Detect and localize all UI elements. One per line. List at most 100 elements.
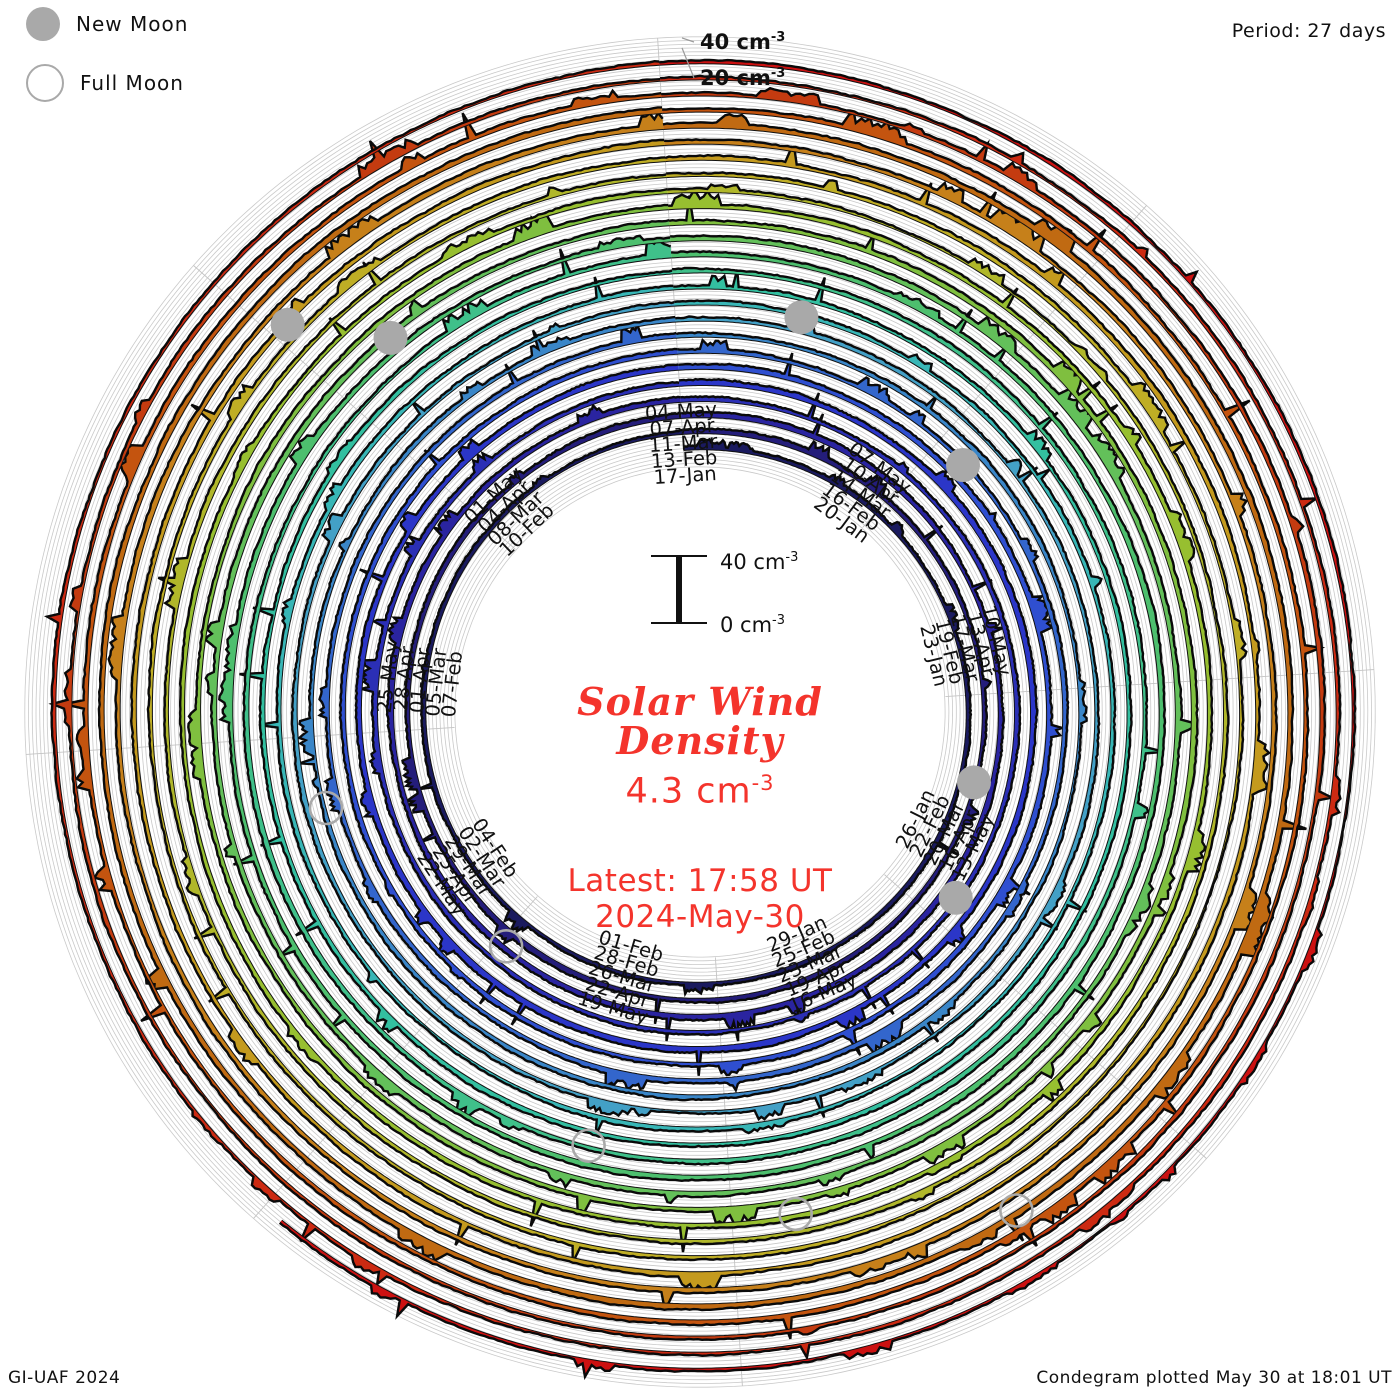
scalebar-high-sup: -3: [785, 550, 799, 565]
latest-date: 2024-May-30: [595, 899, 805, 936]
date-label: 04-May: [644, 398, 717, 425]
spiral-arm-trace: [297, 315, 1088, 1102]
spiral-arm-baseline: [360, 369, 1031, 1047]
spiral-arm-baseline: [409, 417, 983, 999]
footer-credit: GI-UAF 2024: [8, 1368, 121, 1388]
period-label: Period: 27 days: [1231, 20, 1386, 42]
date-label: 13-Feb: [650, 446, 718, 473]
radial-scale-40-sup: -3: [770, 30, 786, 45]
moon-markers-layer: [270, 300, 1034, 1232]
spiral-arm-baseline: [167, 177, 1224, 1240]
date-label: 17-Jan: [653, 462, 717, 489]
spiral-arm-baseline: [103, 112, 1289, 1305]
new-moon-icon: [938, 880, 973, 915]
spiral-arm-trace: [278, 58, 1357, 1381]
scale-leader-line: [681, 47, 695, 79]
scalebar-low-label: 0 cm-3: [720, 613, 785, 637]
center-annotation: 40 cm-3 0 cm-3 Solar Wind Density 4.3 cm…: [430, 545, 970, 935]
spiral-arm-trace: [48, 78, 1336, 1342]
spiral-arm-trace: [97, 106, 1307, 1312]
page-title: Solar Wind Density: [430, 679, 970, 763]
spiral-arm-trace: [218, 234, 1167, 1183]
spiral-arm-trace: [203, 218, 1197, 1205]
spiral-arm-baseline: [344, 353, 1048, 1064]
legend-full-moon-label: Full Moon: [80, 71, 184, 95]
spiral-arm-baseline: [248, 257, 1144, 1160]
title-line-1: Solar Wind: [577, 679, 823, 724]
new-moon-icon: [946, 448, 980, 482]
spiral-arm-baseline: [119, 129, 1273, 1289]
spiral-arm-trace: [417, 428, 973, 998]
spiral-arm-trace: [63, 88, 1326, 1340]
spiral-arms-layer: [43, 58, 1357, 1381]
spiral-arm-baseline: [135, 145, 1257, 1273]
legend-full-moon: Full Moon: [26, 64, 184, 102]
scalebar-high-text: 40 cm: [720, 550, 786, 574]
spiral-arm-trace: [356, 380, 1022, 1037]
scalebar: 40 cm-3 0 cm-3: [430, 545, 970, 645]
scalebar-low-text: 0 cm: [720, 613, 773, 637]
spiral-arm-trace: [43, 59, 1342, 1361]
spiral-arm-trace: [146, 156, 1248, 1264]
scalebar-icon: [651, 555, 707, 624]
legend-new-moon: New Moon: [26, 7, 188, 41]
title-line-2: Density: [616, 717, 784, 763]
current-value-text: 4.3 cm: [625, 771, 752, 812]
spiral-arm-baseline: [281, 63, 1353, 1369]
current-value: 4.3 cm-3: [430, 771, 970, 812]
spiral-arm-trace: [338, 347, 1066, 1077]
new-moon-icon: [373, 320, 408, 355]
spiral-arm-trace: [354, 363, 1039, 1076]
radial-scale-40-label: 40 cm-3: [700, 30, 785, 54]
new-moon-icon: [26, 7, 60, 41]
spiral-arm-baseline: [377, 385, 1015, 1031]
full-moon-icon: [571, 1128, 606, 1163]
spiral-arm-baseline: [232, 241, 1160, 1176]
spiral-arm-baseline: [328, 337, 1064, 1080]
full-moon-icon: [488, 928, 524, 964]
radial-scale-20-text: 20 cm: [700, 66, 771, 90]
full-moon-icon: [308, 790, 344, 826]
new-moon-icon: [957, 765, 991, 800]
spiral-arm-trace: [107, 110, 1279, 1311]
spiral-arm-baseline: [264, 273, 1128, 1144]
spiral-arm-trace: [239, 269, 1133, 1149]
spiral-arm-baseline: [393, 401, 999, 1015]
spiral-arm-trace: [290, 300, 1101, 1122]
spiral-arm-trace: [317, 321, 1070, 1093]
spiral-arm-trace: [187, 195, 1199, 1226]
spiral-arm-baseline: [216, 225, 1176, 1192]
spiral-arm-baseline: [296, 305, 1096, 1112]
spiral-arm-baseline: [184, 193, 1208, 1224]
spiral-arm-trace: [157, 173, 1230, 1246]
spiral-arm-baseline: [87, 96, 1305, 1321]
spiral-arm-baseline: [425, 434, 967, 983]
scale-leader-lines: [681, 37, 695, 79]
spiral-arm-baseline: [200, 209, 1192, 1208]
footer-plotted: Condegram plotted May 30 at 18:01 UT: [1036, 1368, 1392, 1388]
legend-new-moon-label: New Moon: [76, 12, 189, 36]
spiral-arm-baseline: [312, 321, 1080, 1096]
full-moon-icon: [26, 64, 64, 102]
spiral-arm-trace: [258, 276, 1117, 1137]
current-value-sup: -3: [751, 770, 775, 795]
new-moon-icon: [270, 307, 305, 342]
spiral-arm-trace: [385, 395, 1005, 1042]
spiral-arm-trace: [401, 411, 993, 1025]
latest-time: Latest: 17:58 UT: [567, 863, 833, 900]
radial-scale-40-text: 40 cm: [700, 30, 771, 54]
spiral-arm-trace: [129, 138, 1272, 1294]
spiral-arm-baseline: [55, 64, 1337, 1353]
radial-scale-20-label: 20 cm-3: [700, 66, 785, 90]
date-label: 07-Apr: [649, 414, 716, 441]
scalebar-high-label: 40 cm-3: [720, 550, 798, 574]
date-label: 11-Mar: [648, 430, 719, 457]
spiral-arm-baseline: [280, 289, 1112, 1128]
spiral-arm-baseline: [151, 161, 1241, 1257]
scalebar-low-sup: -3: [772, 613, 786, 628]
spiral-arm-trace: [178, 188, 1214, 1253]
new-moon-icon: [784, 300, 819, 335]
full-moon-icon: [778, 1196, 814, 1232]
